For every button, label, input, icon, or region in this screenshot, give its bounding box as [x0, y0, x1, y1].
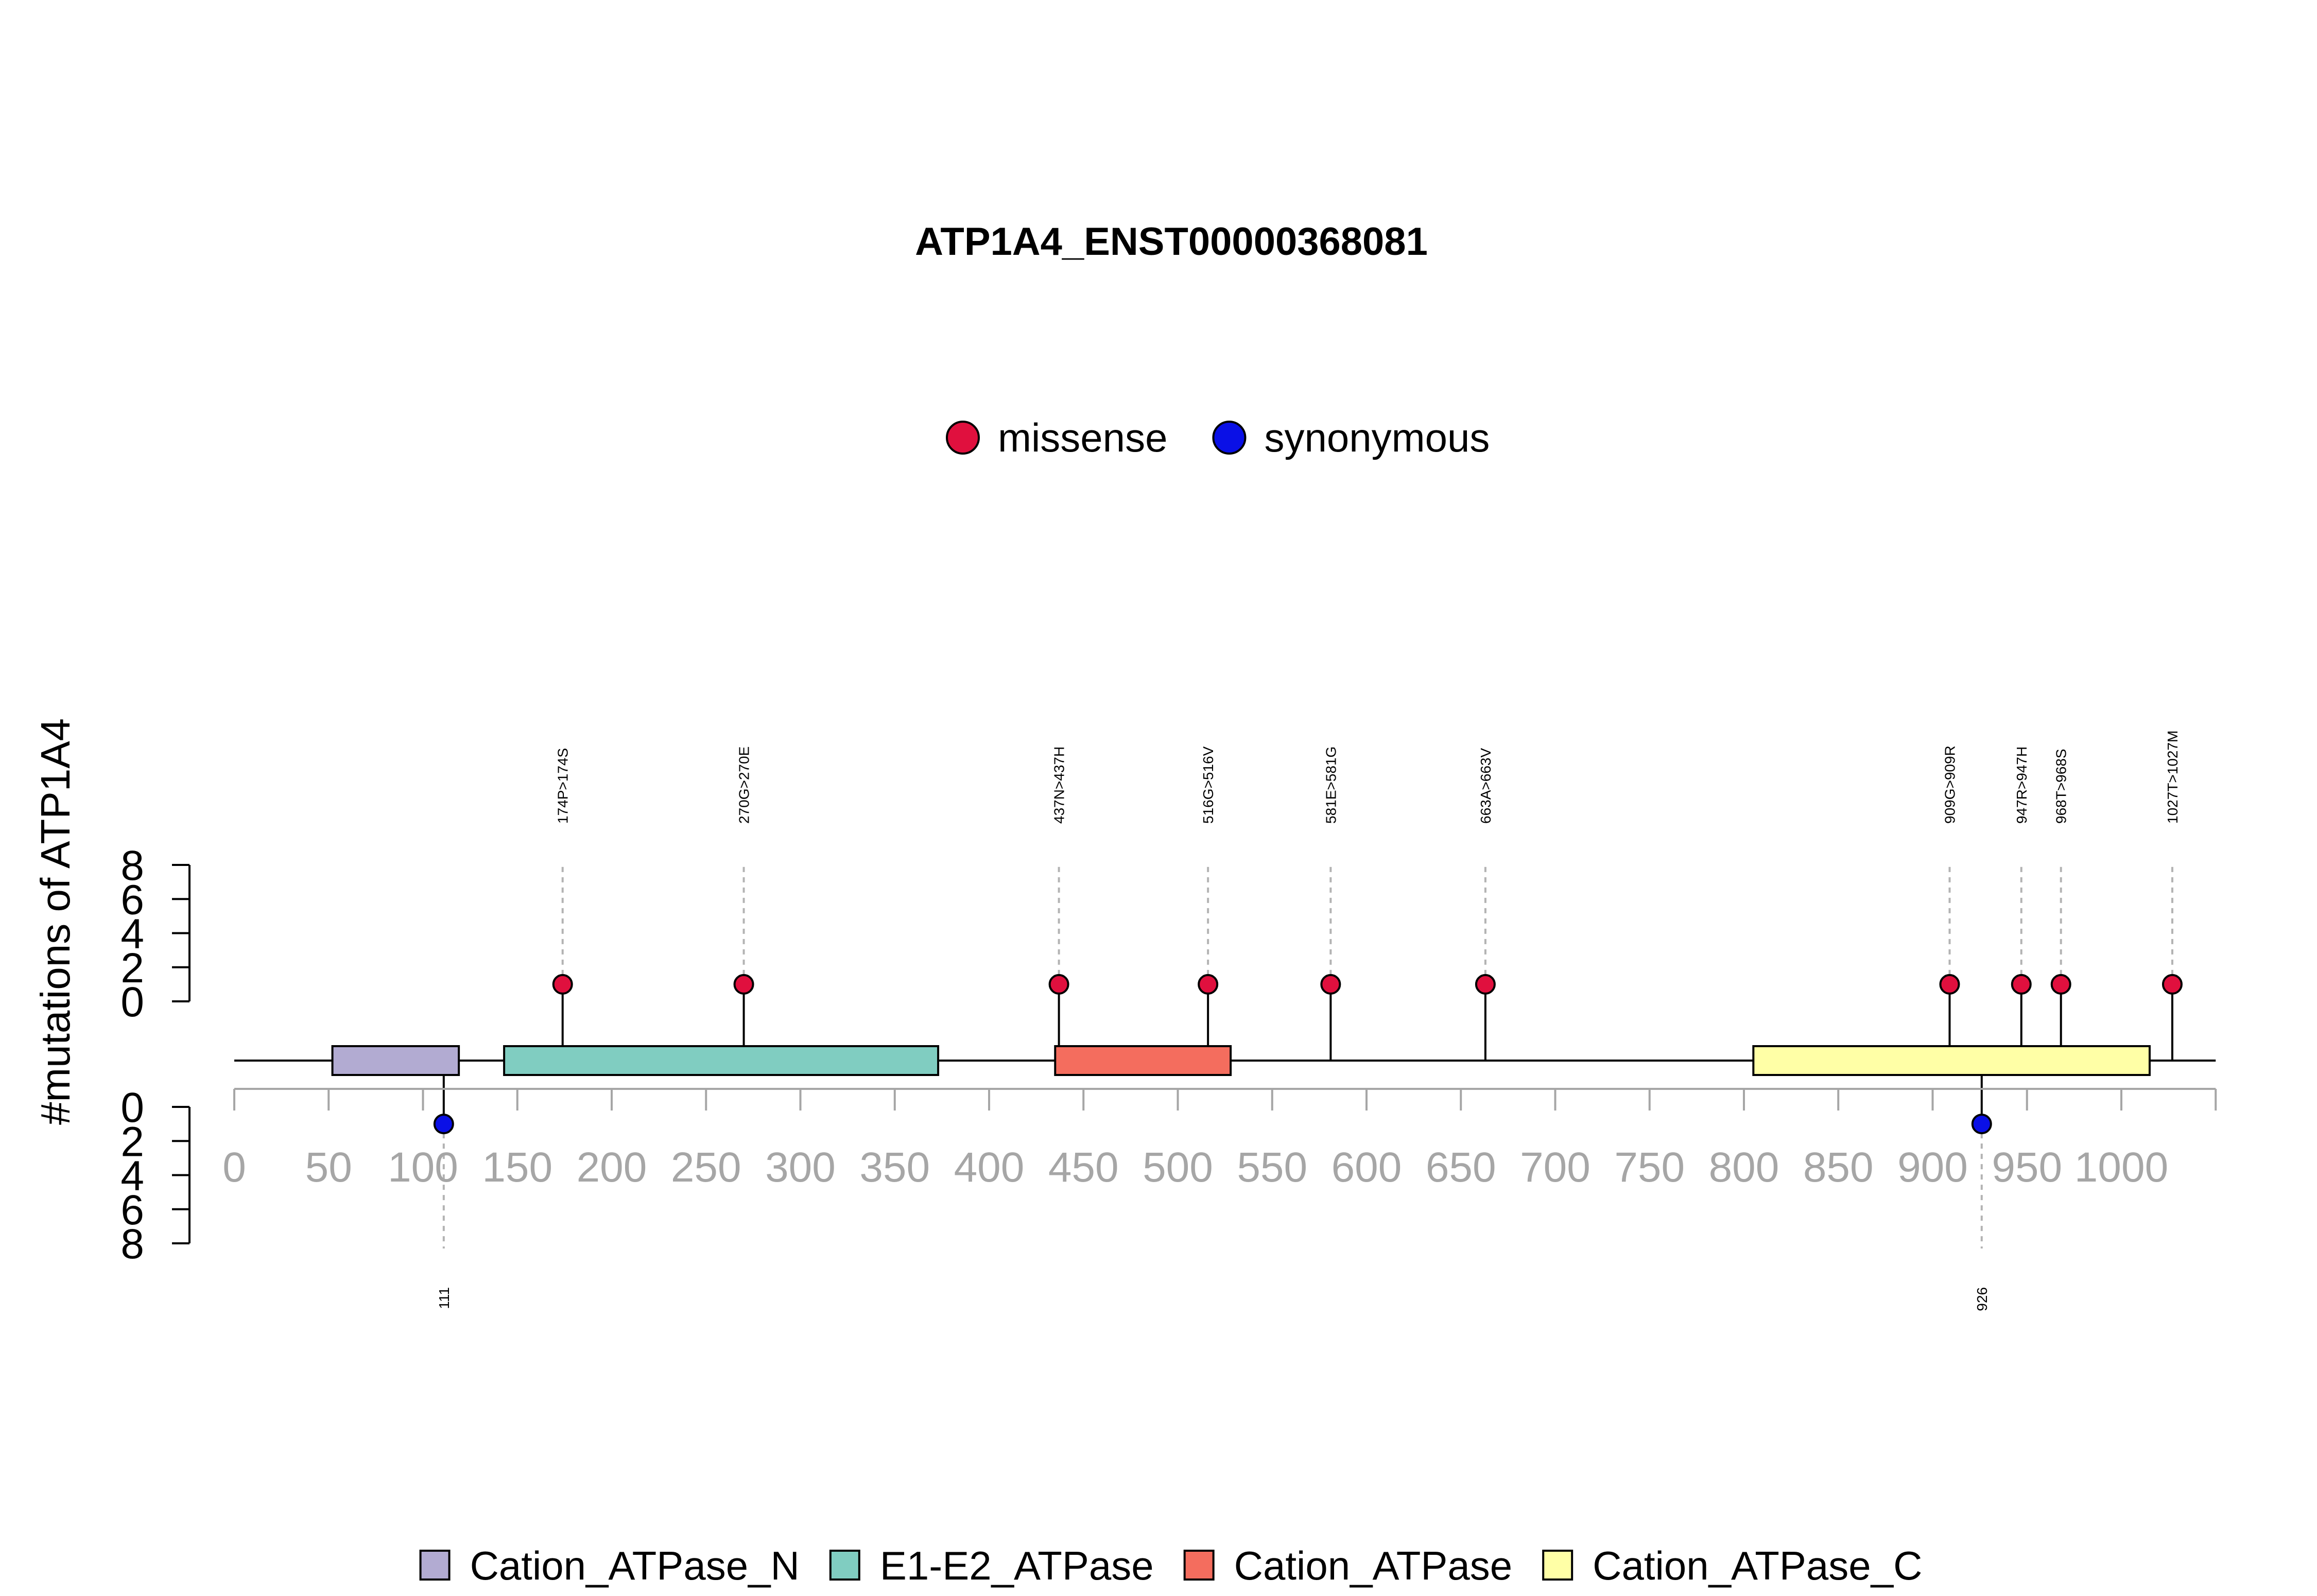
- chart-title: ATP1A4_ENST00000368081: [915, 220, 1428, 264]
- mutation-point-1027t-1027m: [2162, 974, 2183, 995]
- x-tick-label-850: 850: [1803, 1144, 1874, 1191]
- domain-legend-swatch-e1-e2-atpase: [829, 1550, 860, 1581]
- domain-legend-swatch-cation-atpase: [1183, 1550, 1215, 1581]
- domain-legend-label-e1-e2-atpase: E1-E2_ATPase: [880, 1543, 1154, 1588]
- mutation-point-174p-174s: [552, 974, 573, 995]
- mutation-point-968t-968s: [2050, 974, 2071, 995]
- y-tick-label-bottom-4: 4: [120, 1153, 144, 1200]
- x-tick-label-900: 900: [1897, 1144, 1968, 1191]
- y-tick-label-bottom-8: 8: [120, 1221, 144, 1268]
- mutation-label-968t-968s: 968T>968S: [2053, 749, 2069, 824]
- domain-legend-swatch-cation-atpase-c: [1542, 1550, 1574, 1581]
- domain-legend: Cation_ATPase_N E1-E2_ATPase Cation_ATPase…: [419, 1543, 1922, 1588]
- x-tick-label-950: 950: [1992, 1144, 2062, 1191]
- x-tick-label-800: 800: [1709, 1144, 1779, 1191]
- mutation-point-111: [433, 1114, 454, 1135]
- protein-domains: [331, 1045, 2151, 1076]
- x-tick-label-600: 600: [1332, 1144, 1402, 1191]
- domain-cation-atpase-c: [1752, 1045, 2151, 1076]
- mutation-point-581e-581g: [1320, 974, 1341, 995]
- mutation-label-581e-581g: 581E>581G: [1323, 747, 1339, 824]
- legend-label-synonymous: synonymous: [1264, 415, 1490, 460]
- mutation-point-909g-909r: [1939, 974, 1960, 995]
- mutation-label-1027t-1027m: 1027T>1027M: [2165, 731, 2181, 824]
- domain-legend-label-cation-atpase-c: Cation_ATPase_C: [1593, 1543, 1922, 1588]
- x-tick-label-150: 150: [482, 1144, 552, 1191]
- mutation-label-111: 111: [436, 1287, 452, 1309]
- x-tick-label-50: 50: [305, 1144, 352, 1191]
- x-tick-label-100: 100: [388, 1144, 458, 1191]
- y-tick-label-top-4: 4: [120, 911, 144, 958]
- x-tick-label-500: 500: [1143, 1144, 1213, 1191]
- x-tick-label-550: 550: [1237, 1144, 1307, 1191]
- y-tick-label-bottom-0: 0: [120, 1084, 144, 1131]
- domain-e1-e2-atpase: [503, 1045, 940, 1076]
- x-tick-label-700: 700: [1520, 1144, 1590, 1191]
- x-tick-label-250: 250: [671, 1144, 741, 1191]
- x-tick-label-0: 0: [222, 1144, 246, 1191]
- mutation-label-516g-516v: 516G>516V: [1200, 746, 1216, 824]
- y-axis-label: #mutations of ATP1A4: [32, 718, 78, 1125]
- x-tick-label-200: 200: [577, 1144, 647, 1191]
- y-tick-label-bottom-2: 2: [120, 1118, 144, 1165]
- mutation-point-270g-270e: [733, 974, 754, 995]
- mutation-label-947r-947h: 947R>947H: [2014, 747, 2030, 824]
- x-tick-label-650: 650: [1426, 1144, 1496, 1191]
- x-tick-label-400: 400: [954, 1144, 1025, 1191]
- x-axis: 0 50 100 150 200 250 300 350 400 450 500 550 600 650 7…: [222, 1088, 2217, 1191]
- x-tick-label-750: 750: [1614, 1144, 1685, 1191]
- domain-legend-label-cation-atpase-n: Cation_ATPase_N: [470, 1543, 800, 1588]
- x-tick-label-450: 450: [1048, 1144, 1119, 1191]
- domain-legend-label-cation-atpase: Cation_ATPase: [1234, 1543, 1513, 1588]
- mutation-label-437n-437h: 437N>437H: [1051, 747, 1067, 824]
- y-tick-label-bottom-6: 6: [120, 1187, 144, 1234]
- mutation-labels: 174P>174S 270G>270E 437N>437H 516G>516V 581E…: [436, 731, 2181, 1311]
- mutation-point-437n-437h: [1048, 974, 1069, 995]
- mutation-heads: [433, 974, 2183, 1135]
- mutation-point-947r-947h: [2011, 974, 2032, 995]
- mutation-point-516g-516v: [1198, 974, 1219, 995]
- x-tick-label-350: 350: [859, 1144, 930, 1191]
- legend-marker-missense: [946, 421, 980, 455]
- mutation-label-909g-909r: 909G>909R: [1942, 745, 1958, 824]
- mutation-type-legend: missense synonymous: [946, 415, 1490, 460]
- domain-legend-swatch-cation-atpase-n: [419, 1550, 451, 1581]
- mutation-point-926: [1971, 1114, 1992, 1135]
- x-tick-label-300: 300: [765, 1144, 836, 1191]
- mutation-point-663a-663v: [1475, 974, 1496, 995]
- mutation-label-663a-663v: 663A>663V: [1478, 748, 1494, 824]
- legend-marker-synonymous: [1212, 421, 1247, 455]
- domain-cation-atpase-n: [331, 1045, 460, 1076]
- y-tick-label-top-6: 6: [120, 876, 144, 923]
- domain-cation-atpase: [1054, 1045, 1232, 1076]
- y-tick-label-top-2: 2: [120, 945, 144, 992]
- legend-label-missense: missense: [998, 415, 1167, 460]
- mutation-label-174p-174s: 174P>174S: [555, 748, 571, 824]
- y-tick-label-top-8: 8: [120, 842, 144, 889]
- y-tick-label-top-0: 0: [120, 979, 144, 1026]
- mutation-label-926: 926: [1974, 1287, 1990, 1311]
- mutation-label-270g-270e: 270G>270E: [736, 747, 752, 824]
- x-tick-label-1000: 1000: [2074, 1144, 2168, 1191]
